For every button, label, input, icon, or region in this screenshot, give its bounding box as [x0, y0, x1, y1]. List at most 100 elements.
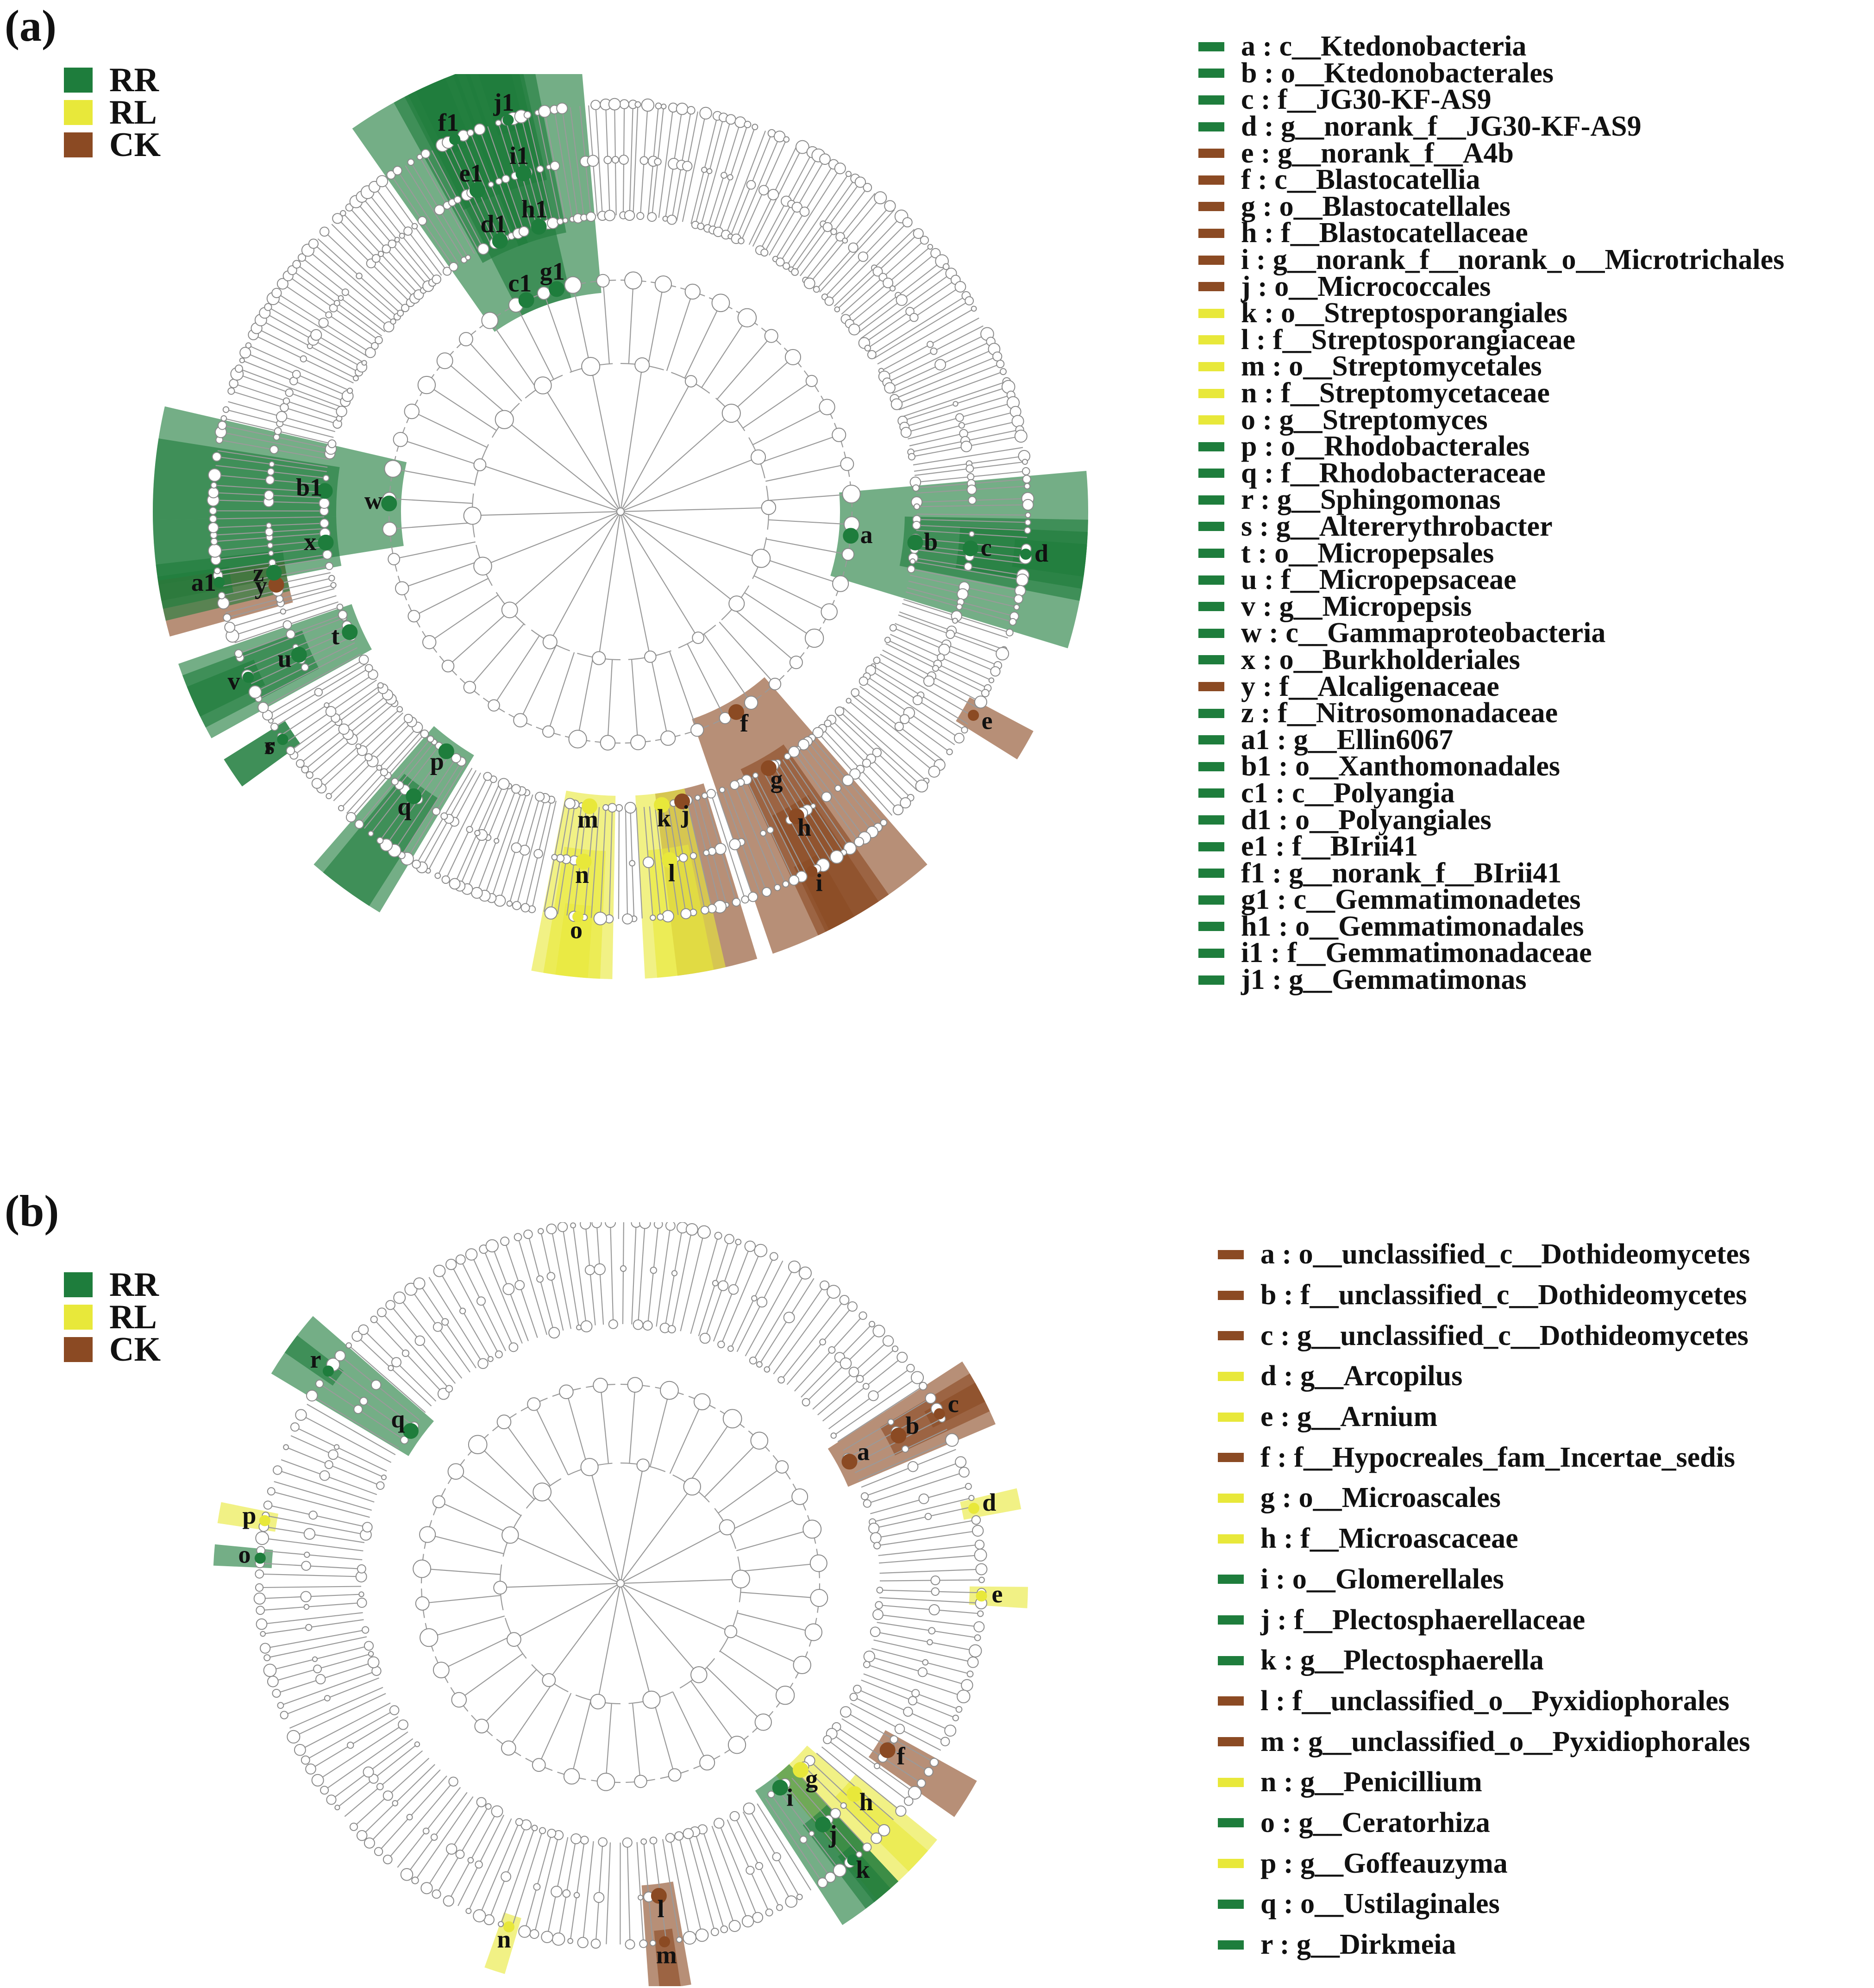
tree-node [556, 854, 565, 863]
taxon-node-f1 [449, 134, 461, 145]
tree-node [825, 1871, 836, 1883]
tree-node [639, 1939, 648, 1948]
tree-node [248, 685, 262, 699]
branch [765, 463, 847, 482]
tree-node [564, 276, 582, 294]
taxon-label-f: f [740, 709, 749, 737]
tree-node [863, 1661, 871, 1669]
legend-swatch [1198, 788, 1224, 798]
tree-node [927, 1639, 933, 1645]
tree-node [334, 1805, 340, 1811]
taxa-legend: a : c__Ktedonobacteria b : o__Ktedonobact… [1198, 31, 1784, 995]
branch [533, 1835, 559, 1934]
taxon-label-o: o [238, 1541, 251, 1569]
tree-node [319, 1470, 330, 1481]
tree-node [916, 1778, 926, 1788]
legend-item-b: b : o__Ktedonobacterales [1198, 57, 1784, 89]
taxon-node-x [318, 534, 334, 550]
tree-node [761, 500, 777, 515]
group-label: RL [109, 93, 157, 131]
taxon-label-m: m [577, 806, 598, 833]
branch [373, 1319, 444, 1394]
tree-node [1015, 573, 1029, 587]
tree-node [965, 296, 974, 306]
tree-node [657, 913, 664, 921]
group-swatch-rr [64, 68, 93, 93]
taxon-label-c1: c1 [508, 269, 532, 297]
tree-node [967, 473, 975, 481]
tree-node [909, 313, 919, 322]
taxon-node-k [654, 797, 670, 813]
tree-node [802, 1398, 810, 1407]
tree-node [899, 714, 910, 725]
tree-node [647, 212, 657, 222]
branch [620, 1583, 652, 1700]
group-swatch-rr [64, 1272, 93, 1297]
taxon-label-p: p [430, 748, 444, 775]
tree-node [432, 1889, 441, 1899]
tree-node [945, 1433, 959, 1447]
taxon-label-d: d [1034, 539, 1048, 567]
branch [401, 560, 481, 589]
tree-node [257, 702, 269, 713]
tree-node [325, 311, 332, 319]
tree-node [891, 1345, 899, 1352]
taxon-label-h: h [859, 1788, 873, 1816]
tree-node [224, 622, 236, 633]
group-label: CK [109, 125, 161, 164]
tree-node [513, 713, 527, 728]
tree-node [430, 1833, 438, 1841]
tree-node [388, 553, 401, 566]
tree-node [1013, 604, 1020, 611]
taxon-label-y: y [255, 571, 267, 599]
tree-node [823, 1735, 832, 1744]
tree-node [755, 1862, 764, 1870]
tree-node [767, 1790, 775, 1798]
tree-node [874, 191, 887, 205]
legend-text: g : o__Blastocatellales [1241, 190, 1511, 222]
taxon-node-e [968, 710, 979, 721]
legend-item-j: j : f__Plectosphaerellaceae [1218, 1600, 1750, 1640]
branch [389, 522, 473, 530]
legend-swatch [1218, 1371, 1244, 1381]
tree-node [654, 158, 662, 166]
tree-node [765, 1908, 773, 1917]
tree-node [968, 531, 975, 537]
tree-node [834, 785, 842, 792]
legend-text: n : f__Streptomycetaceae [1241, 377, 1550, 409]
legend-text: b : o__Ktedonobacterales [1241, 57, 1554, 89]
tree-node [756, 1361, 763, 1368]
tree-node [273, 1465, 282, 1475]
branch [540, 1231, 564, 1331]
legend-swatch [1198, 149, 1224, 158]
legend-item-f1: f1 : g__norank_f__BIrii41 [1198, 857, 1784, 889]
tree-node [336, 603, 344, 611]
branch [369, 1769, 441, 1844]
tree-node [326, 793, 332, 800]
branch [719, 621, 776, 685]
tree-node [295, 1409, 307, 1421]
tree-node [500, 1237, 510, 1246]
taxon-node-u [291, 647, 307, 663]
legend-text: s : g__Altererythrobacter [1241, 510, 1553, 542]
branch [839, 711, 922, 787]
branch [629, 1385, 636, 1463]
legend-text: x : o__Burkholderiales [1241, 644, 1520, 675]
legend-item-a: a : o__unclassified_c__Dothideomycetes [1218, 1234, 1750, 1275]
branch [566, 1391, 589, 1468]
legend-swatch [1218, 1899, 1244, 1909]
taxon-node-t [342, 624, 358, 640]
taxon-label-k: k [657, 804, 671, 832]
tree-node [729, 1811, 740, 1821]
branch [620, 1465, 644, 1584]
legend-text: j : f__Plectosphaerellaceae [1260, 1604, 1586, 1636]
tree-node [287, 1730, 301, 1744]
legend-swatch [1198, 255, 1224, 265]
tree-node [684, 375, 697, 388]
branch [682, 113, 707, 222]
tree-node [957, 1689, 971, 1704]
branch [911, 569, 1021, 591]
branch [378, 1775, 447, 1852]
tree-node [1014, 430, 1028, 443]
tree-node [741, 1915, 754, 1928]
